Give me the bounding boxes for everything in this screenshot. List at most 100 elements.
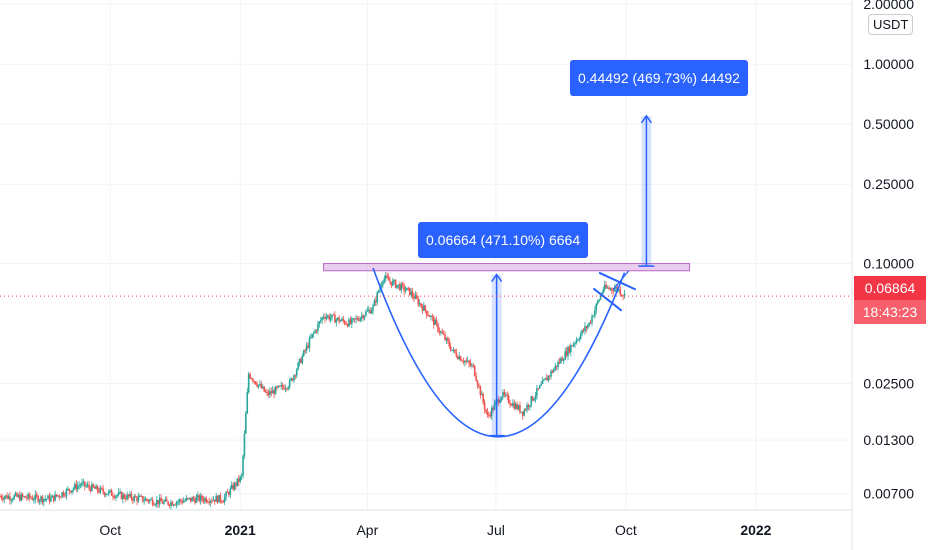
candle-body xyxy=(170,502,172,506)
candle-body xyxy=(300,358,302,363)
candle-body xyxy=(421,306,424,311)
candle-body xyxy=(123,494,126,499)
candle-body xyxy=(197,495,199,498)
candle-body xyxy=(608,287,610,289)
candle-body xyxy=(503,391,506,395)
candle-body xyxy=(490,407,493,417)
candle-body xyxy=(62,492,65,496)
candle-body xyxy=(551,371,554,373)
candle-body xyxy=(602,289,605,293)
candle-body xyxy=(184,500,186,502)
candle-body xyxy=(18,495,21,501)
candle-body xyxy=(269,391,271,396)
candle-body xyxy=(584,326,586,332)
candle-body xyxy=(151,499,154,505)
candle-body xyxy=(10,499,13,501)
candle-body xyxy=(311,334,314,338)
candle-body xyxy=(345,323,347,325)
candle-body xyxy=(512,403,514,406)
candle-body xyxy=(441,331,444,334)
candle-body xyxy=(394,280,397,288)
time-tick-label: Jul xyxy=(487,522,505,538)
candle-body xyxy=(335,319,338,323)
candle-body xyxy=(400,283,403,291)
candle-body xyxy=(577,339,579,341)
candle-body xyxy=(363,315,366,319)
candle-body xyxy=(136,497,138,502)
currency-unit-label[interactable]: USDT xyxy=(868,14,914,35)
price-tick-label: 2.00000 xyxy=(863,0,914,12)
candle-body xyxy=(524,409,527,411)
candle-body xyxy=(209,500,212,503)
candle-body xyxy=(291,378,294,381)
candle-body xyxy=(143,500,145,502)
candle-body xyxy=(317,324,319,332)
candle-body xyxy=(14,493,17,496)
candle-body xyxy=(82,481,85,483)
candle-body xyxy=(230,485,233,489)
candle-body xyxy=(295,369,298,376)
candle-body xyxy=(304,350,306,352)
candle-body xyxy=(479,386,482,396)
candle-body xyxy=(389,280,391,282)
candle-body xyxy=(105,494,107,496)
candle-body xyxy=(603,284,606,290)
price-axis[interactable]: 2.00000 1.00000 0.50000 0.25000 0.10000 0.025… xyxy=(863,0,914,502)
candle-body xyxy=(57,495,59,497)
candle-body xyxy=(537,388,540,390)
candle-body xyxy=(100,487,103,489)
candle-body xyxy=(338,317,340,322)
candle-body xyxy=(372,305,374,311)
measured-move-label-big[interactable]: 0.44492 (469.73%) 44492 xyxy=(570,60,748,96)
candle-body xyxy=(555,365,558,368)
candle-body xyxy=(473,365,476,376)
candle-body xyxy=(27,494,30,499)
candle-body xyxy=(567,346,569,356)
candle-body xyxy=(250,378,253,380)
candle-body xyxy=(45,498,48,500)
candle-body xyxy=(492,407,494,410)
candle-body xyxy=(167,501,169,505)
candle-body xyxy=(485,409,487,413)
candle-body xyxy=(103,492,106,496)
candle-body xyxy=(575,339,578,343)
cup-curve xyxy=(372,267,626,438)
candle-body xyxy=(432,317,435,325)
candle-body xyxy=(348,319,350,327)
time-axis[interactable]: Oct 2021 Apr Jul Oct 2022 xyxy=(99,522,771,538)
candle-body xyxy=(544,377,547,380)
candle-body xyxy=(318,321,321,325)
candle-body xyxy=(284,388,287,390)
candle-body xyxy=(89,487,92,492)
measured-move-label-small[interactable]: 0.06664 (471.10%) 6664 xyxy=(418,222,589,258)
candle-body xyxy=(75,483,78,490)
candle-body xyxy=(148,499,151,502)
candle-body xyxy=(442,333,445,335)
candle-body xyxy=(54,494,56,501)
candle-body xyxy=(598,299,600,302)
candle-body xyxy=(91,484,93,492)
candle-body xyxy=(23,496,25,498)
candle-body xyxy=(572,343,575,347)
time-tick-label: 2021 xyxy=(225,522,256,538)
candle-body xyxy=(342,318,345,322)
candle-body xyxy=(40,496,42,501)
time-tick-label: 2022 xyxy=(740,522,771,538)
candle-body xyxy=(461,360,463,362)
candle-body xyxy=(349,319,352,324)
candle-body xyxy=(599,295,602,300)
candle-body xyxy=(455,352,458,357)
candle-body xyxy=(472,365,475,367)
candle-body xyxy=(514,404,517,409)
candle-body xyxy=(513,403,516,409)
candle-body xyxy=(262,386,264,389)
candle-body xyxy=(116,494,119,496)
resistance-zone-rect xyxy=(323,263,691,272)
candle-body xyxy=(339,320,342,322)
candle-body xyxy=(164,499,167,502)
candle-body xyxy=(124,498,127,500)
candle-body xyxy=(188,497,191,499)
candle-body xyxy=(198,495,201,501)
candle-body xyxy=(321,317,323,321)
